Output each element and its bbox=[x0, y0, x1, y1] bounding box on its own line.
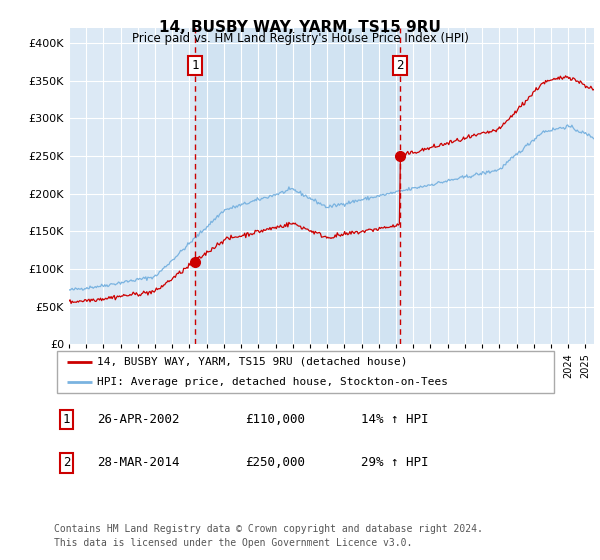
Text: Contains HM Land Registry data © Crown copyright and database right 2024.
This d: Contains HM Land Registry data © Crown c… bbox=[54, 524, 483, 548]
Text: 2: 2 bbox=[397, 59, 404, 72]
Text: 14% ↑ HPI: 14% ↑ HPI bbox=[361, 413, 429, 426]
Text: 14, BUSBY WAY, YARM, TS15 9RU (detached house): 14, BUSBY WAY, YARM, TS15 9RU (detached … bbox=[97, 357, 407, 367]
Text: £250,000: £250,000 bbox=[245, 456, 305, 469]
FancyBboxPatch shape bbox=[56, 351, 554, 393]
Text: £110,000: £110,000 bbox=[245, 413, 305, 426]
Text: 2: 2 bbox=[63, 456, 70, 469]
Text: 29% ↑ HPI: 29% ↑ HPI bbox=[361, 456, 429, 469]
Text: 1: 1 bbox=[191, 59, 199, 72]
Text: 1: 1 bbox=[63, 413, 70, 426]
Bar bbox=[195, 28, 400, 344]
Text: 28-MAR-2014: 28-MAR-2014 bbox=[97, 456, 179, 469]
Text: 26-APR-2002: 26-APR-2002 bbox=[97, 413, 179, 426]
Text: 14, BUSBY WAY, YARM, TS15 9RU: 14, BUSBY WAY, YARM, TS15 9RU bbox=[159, 20, 441, 35]
Text: HPI: Average price, detached house, Stockton-on-Tees: HPI: Average price, detached house, Stoc… bbox=[97, 377, 448, 387]
Text: Price paid vs. HM Land Registry's House Price Index (HPI): Price paid vs. HM Land Registry's House … bbox=[131, 32, 469, 45]
